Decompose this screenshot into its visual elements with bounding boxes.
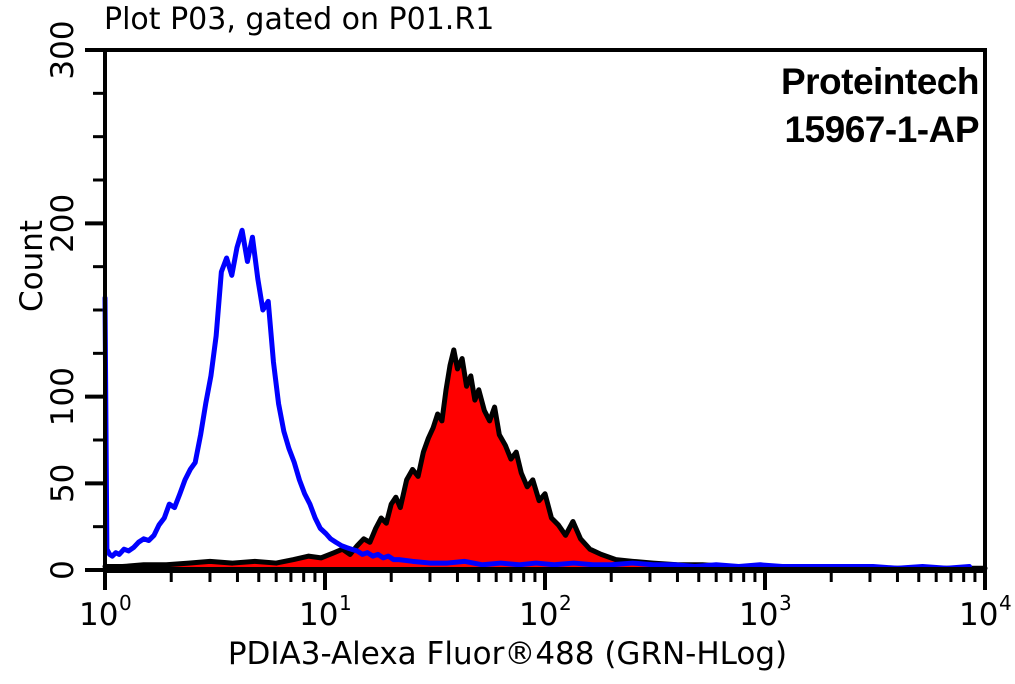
svg-text:50: 50 bbox=[45, 464, 81, 503]
svg-text:10: 10 bbox=[519, 597, 558, 633]
plot-frame bbox=[103, 48, 987, 572]
watermark-brand: Proteintech bbox=[780, 61, 980, 102]
x-axis-title: PDIA3-Alexa Fluor®488 (GRN-HLog) bbox=[227, 636, 788, 672]
watermark-catalog: 15967-1-AP bbox=[784, 109, 979, 151]
svg-text:10: 10 bbox=[739, 597, 778, 633]
svg-text:3: 3 bbox=[779, 591, 792, 615]
svg-text:4: 4 bbox=[999, 591, 1012, 615]
page-title: Plot P03, gated on P01.R1 bbox=[104, 2, 495, 37]
svg-text:0: 0 bbox=[45, 560, 81, 580]
svg-text:2: 2 bbox=[559, 591, 572, 615]
svg-text:1: 1 bbox=[339, 591, 352, 615]
svg-text:200: 200 bbox=[45, 194, 81, 253]
svg-text:10: 10 bbox=[959, 597, 998, 633]
svg-text:0: 0 bbox=[119, 591, 132, 615]
watermark: Proteintech 15967-1-AP bbox=[780, 58, 980, 154]
svg-text:10: 10 bbox=[299, 597, 338, 633]
svg-text:100: 100 bbox=[45, 367, 81, 426]
series-layer bbox=[102, 227, 988, 573]
svg-text:10: 10 bbox=[79, 597, 118, 633]
svg-text:300: 300 bbox=[45, 20, 81, 79]
